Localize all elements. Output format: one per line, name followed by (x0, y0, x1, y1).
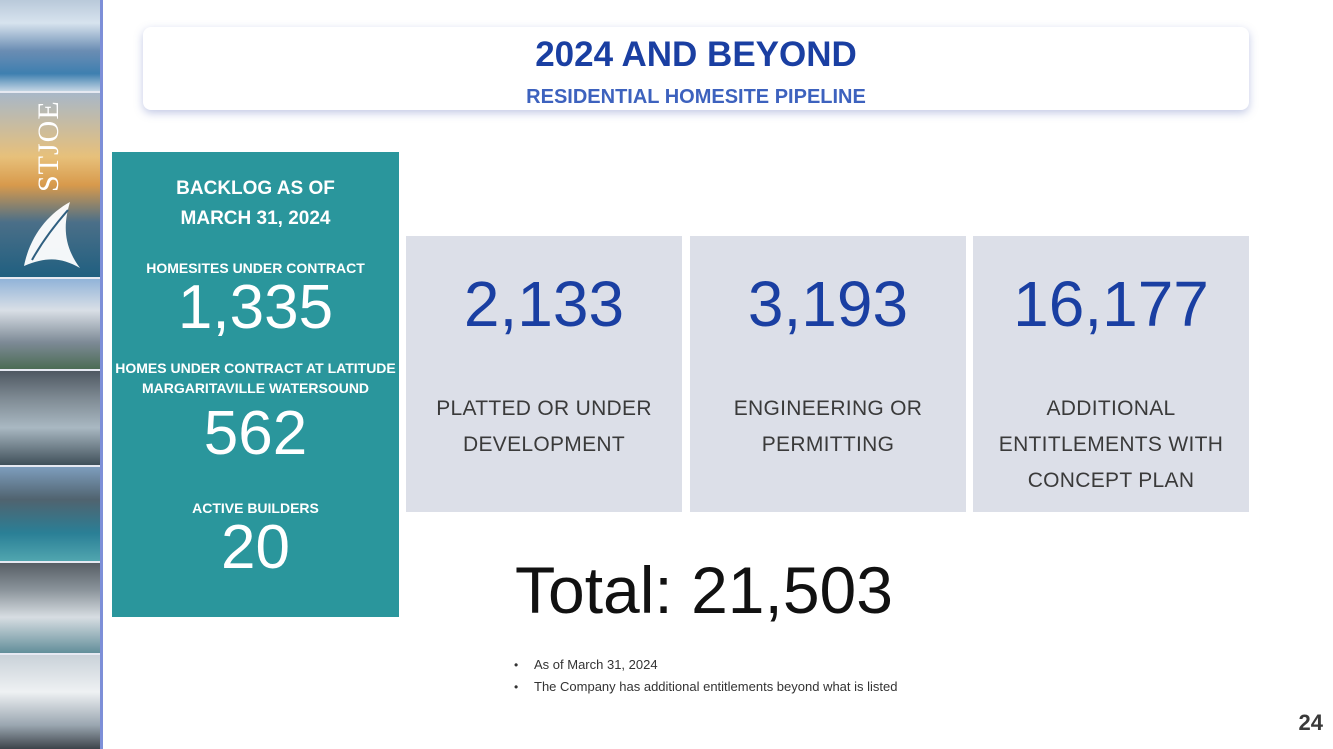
footnote-item: As of March 31, 2024 (514, 654, 898, 676)
stat-label: PLATTED OR UNDER DEVELOPMENT (416, 391, 672, 463)
divider (0, 561, 100, 563)
divider (0, 369, 100, 371)
backlog-heading-line2: MARCH 31, 2024 (180, 208, 331, 229)
divider (0, 277, 100, 279)
active-builders-label: ACTIVE BUILDERS (192, 500, 319, 516)
pool-photo (0, 466, 100, 562)
divider (0, 653, 100, 655)
stat-label: ENGINEERING OR PERMITTING (700, 391, 956, 463)
stat-card-entitlements: 16,177 ADDITIONAL ENTITLEMENTS WITH CONC… (973, 236, 1249, 512)
stat-label-line: ENGINEERING OR (733, 397, 923, 420)
stat-label-line: ADDITIONAL (1046, 397, 1176, 420)
title-card: 2024 AND BEYOND RESIDENTIAL HOMESITE PIP… (143, 27, 1249, 110)
interior-photo (0, 562, 100, 654)
homes-latitude-value: 562 (203, 399, 308, 468)
stat-label-line: ENTITLEMENTS WITH (998, 433, 1224, 456)
divider (0, 91, 100, 93)
stat-label: ADDITIONAL ENTITLEMENTS WITH CONCEPT PLA… (983, 391, 1239, 499)
page-title: 2024 AND BEYOND (535, 35, 857, 74)
backlog-heading: BACKLOG AS OF MARCH 31, 2024 (112, 174, 399, 234)
homesites-value: 1,335 (177, 273, 334, 342)
stat-label-line: PLATTED OR UNDER (436, 397, 652, 420)
stat-label-line: PERMITTING (761, 433, 895, 456)
stjoe-logo: STJOE (0, 92, 100, 278)
stat-card-engineering: 3,193 ENGINEERING OR PERMITTING (690, 236, 966, 512)
stat-card-platted: 2,133 PLATTED OR UNDER DEVELOPMENT (406, 236, 682, 512)
footnote-item: The Company has additional entitlements … (514, 676, 898, 698)
flag-photo (0, 0, 100, 92)
patio-photo (0, 370, 100, 466)
photo-strip: STJOE (0, 0, 100, 749)
footnotes: As of March 31, 2024 The Company has add… (514, 654, 898, 698)
stat-value: 16,177 (1013, 268, 1209, 340)
pipeline-total: Total: 21,503 (515, 553, 893, 627)
homes-latitude-label-line2: MARGARITAVILLE WATERSOUND (141, 380, 370, 396)
stat-label-line: DEVELOPMENT (463, 433, 625, 456)
active-builders-value: 20 (221, 513, 290, 582)
backlog-panel: BACKLOG AS OF MARCH 31, 2024 HOMESITES U… (112, 152, 399, 617)
page-subtitle: RESIDENTIAL HOMESITE PIPELINE (526, 86, 866, 108)
strip-border (100, 0, 103, 749)
leaf-logo-icon (24, 202, 80, 268)
stat-value: 3,193 (747, 268, 909, 340)
homesites-label: HOMESITES UNDER CONTRACT (146, 260, 365, 276)
logo-wordmark: STJOE (32, 100, 65, 192)
divider (0, 465, 100, 467)
living-room-photo (0, 654, 100, 749)
homes-latitude-label-line1: HOMES UNDER CONTRACT AT LATITUDE (115, 360, 396, 376)
backlog-heading-line1: BACKLOG AS OF (176, 178, 335, 199)
stat-value: 2,133 (463, 268, 625, 340)
page-number: 24 (1298, 710, 1323, 735)
house-photo (0, 278, 100, 370)
stat-label-line: CONCEPT PLAN (1027, 469, 1195, 492)
